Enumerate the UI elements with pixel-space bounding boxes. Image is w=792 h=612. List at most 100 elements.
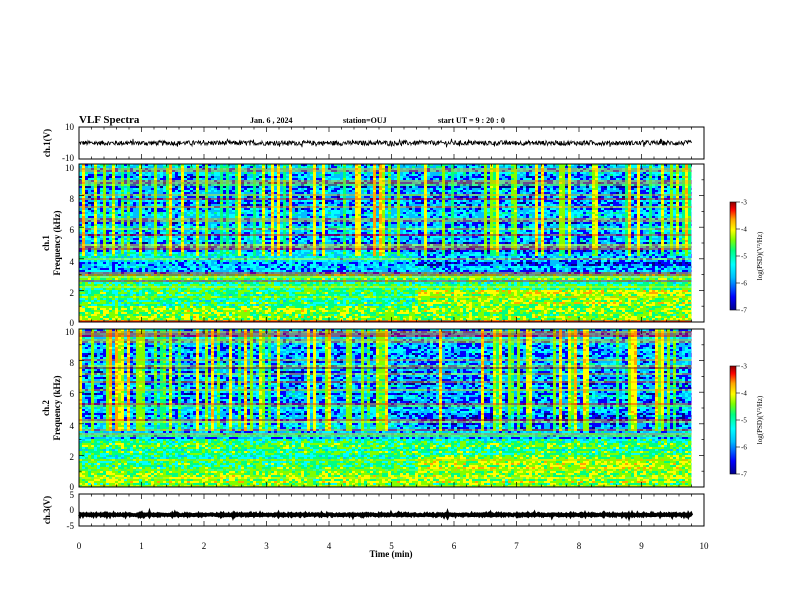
spectrogram-cell <box>259 260 262 262</box>
spectrogram-cell <box>85 262 88 264</box>
spectrogram-cell <box>160 188 163 190</box>
spectrogram-cell <box>79 176 82 178</box>
spectrogram-cell <box>205 222 208 224</box>
spectrogram-cell <box>121 174 124 176</box>
spectrogram-cell <box>187 262 190 264</box>
spectrogram-cell <box>253 238 256 240</box>
spectrogram-cell <box>106 210 109 212</box>
spectrogram-cell <box>193 226 196 228</box>
spectrogram-cell <box>262 186 265 188</box>
spectrogram-cell <box>118 190 121 192</box>
spectrogram-cell <box>160 192 163 194</box>
spectrogram-cell <box>238 262 241 264</box>
spectrogram-cell <box>82 208 85 210</box>
spectrogram-cell <box>256 174 259 176</box>
spectrogram-cell <box>184 254 187 256</box>
spectrogram-cell <box>256 262 259 264</box>
spectrogram-cell <box>160 164 163 166</box>
spectrogram-cell <box>94 314 97 316</box>
spectrogram-cell <box>226 196 229 198</box>
spectrogram-cell <box>142 294 145 296</box>
spectrogram-cell <box>232 200 235 202</box>
spectrogram-cell <box>214 190 217 192</box>
spectrogram-cell <box>163 186 166 188</box>
spectrogram-cell <box>82 304 85 306</box>
spectrogram-cell <box>172 302 175 304</box>
spectrogram-cell <box>85 232 88 234</box>
spectrogram-cell <box>151 212 154 214</box>
spectrogram-cell <box>193 208 196 210</box>
spectrogram-cell <box>232 208 235 210</box>
spectrogram-cell <box>253 216 256 218</box>
spectrogram-cell <box>115 292 118 294</box>
spectrogram-cell <box>139 278 142 280</box>
spectrogram-cell <box>187 204 190 206</box>
spectrogram-cell <box>229 298 232 300</box>
spectrogram-cell <box>184 224 187 226</box>
spectrogram-cell <box>211 242 214 244</box>
spectrogram-cell <box>163 270 166 272</box>
spectrogram-cell <box>166 188 169 190</box>
spectrogram-cell <box>220 242 223 244</box>
spectrogram-cell <box>190 200 193 202</box>
spectrogram-cell <box>250 224 253 226</box>
spectrogram-cell <box>160 208 163 210</box>
spectrogram-cell <box>166 214 169 216</box>
spectrogram-cell <box>88 232 91 234</box>
spectrogram-cell <box>244 256 247 258</box>
spectrogram-cell <box>85 192 88 194</box>
spectrogram-cell <box>226 212 229 214</box>
spectrogram-cell <box>217 226 220 228</box>
spectrogram-cell <box>112 240 115 242</box>
spectrogram-cell <box>97 312 100 314</box>
spectrogram-cell <box>103 174 106 176</box>
spectrogram-cell <box>112 222 115 224</box>
spectrogram-cell <box>154 232 157 234</box>
spectrogram-cell <box>136 284 139 286</box>
spectrogram-cell <box>127 306 130 308</box>
spectrogram-cell <box>85 186 88 188</box>
spectrogram-cell <box>130 186 133 188</box>
spectrogram-cell <box>166 186 169 188</box>
spectrogram-cell <box>226 302 229 304</box>
spectrogram-cell <box>163 302 166 304</box>
spectrogram-cell <box>163 178 166 180</box>
spectrogram-cell <box>112 288 115 290</box>
spectrogram-cell <box>187 178 190 180</box>
spectrogram-cell <box>196 188 199 190</box>
spectrogram-cell <box>202 264 205 266</box>
spectrogram-cell <box>214 256 217 258</box>
spectrogram-cell <box>121 224 124 226</box>
spectrogram-cell <box>220 222 223 224</box>
spectrogram-cell <box>106 212 109 214</box>
spectrogram-cell <box>205 216 208 218</box>
spectrogram-cell <box>193 200 196 202</box>
spectrogram-cell <box>88 200 91 202</box>
spectrogram-cell <box>205 308 208 310</box>
spectrogram-cell <box>139 214 142 216</box>
spectrogram-cell <box>223 304 226 306</box>
spectrogram-cell <box>151 232 154 234</box>
spectrogram-cell <box>130 316 133 318</box>
spectrogram-cell <box>226 256 229 258</box>
spectrogram-cell <box>85 314 88 316</box>
spectrogram-cell <box>208 204 211 206</box>
spectrogram-cell <box>232 290 235 292</box>
spectrogram-cell <box>250 270 253 272</box>
spectrogram-cell <box>196 284 199 286</box>
spectrogram-cell <box>97 242 100 244</box>
spectrogram-cell <box>175 240 178 242</box>
spectrogram-cell <box>193 300 196 302</box>
spectrogram-cell <box>109 166 112 168</box>
spectrogram-cell <box>145 260 148 262</box>
spectrogram-cell <box>166 308 169 310</box>
spectrogram-cell <box>91 176 94 178</box>
spectrogram-cell <box>175 172 178 174</box>
spectrogram-cell <box>223 172 226 174</box>
spectrogram-cell <box>139 188 142 190</box>
spectrogram-cell <box>121 302 124 304</box>
spectrogram-cell <box>202 204 205 206</box>
spectrogram-cell <box>133 190 136 192</box>
spectrogram-cell <box>154 308 157 310</box>
spectrogram-cell <box>166 236 169 238</box>
